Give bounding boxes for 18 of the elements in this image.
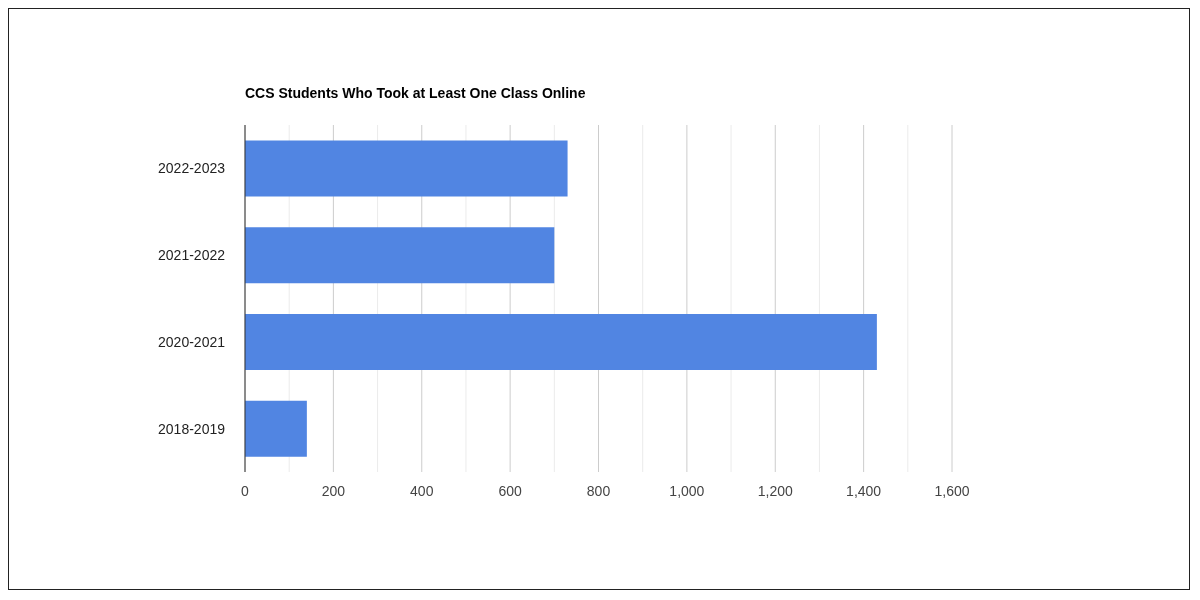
x-tick-label: 400 bbox=[410, 482, 434, 499]
x-tick-label: 1,400 bbox=[846, 482, 882, 499]
x-tick-label: 1,600 bbox=[934, 482, 970, 499]
bar bbox=[245, 314, 877, 371]
bar bbox=[245, 227, 555, 284]
y-tick-label: 2021-2022 bbox=[158, 247, 226, 264]
y-tick-label: 2018-2019 bbox=[158, 420, 226, 437]
x-tick-label: 1,000 bbox=[669, 482, 705, 499]
x-tick-label: 1,200 bbox=[757, 482, 793, 499]
bar bbox=[245, 400, 307, 457]
bar bbox=[245, 140, 568, 197]
y-tick-label: 2022-2023 bbox=[158, 160, 226, 177]
x-tick-label: 800 bbox=[586, 482, 611, 499]
y-tick-label: 2020-2021 bbox=[158, 333, 226, 350]
x-tick-label: 200 bbox=[321, 482, 346, 499]
x-tick-label: 600 bbox=[498, 482, 523, 499]
x-tick-label: 0 bbox=[241, 482, 250, 499]
chart-title: CCS Students Who Took at Least One Class Online bbox=[245, 85, 586, 101]
